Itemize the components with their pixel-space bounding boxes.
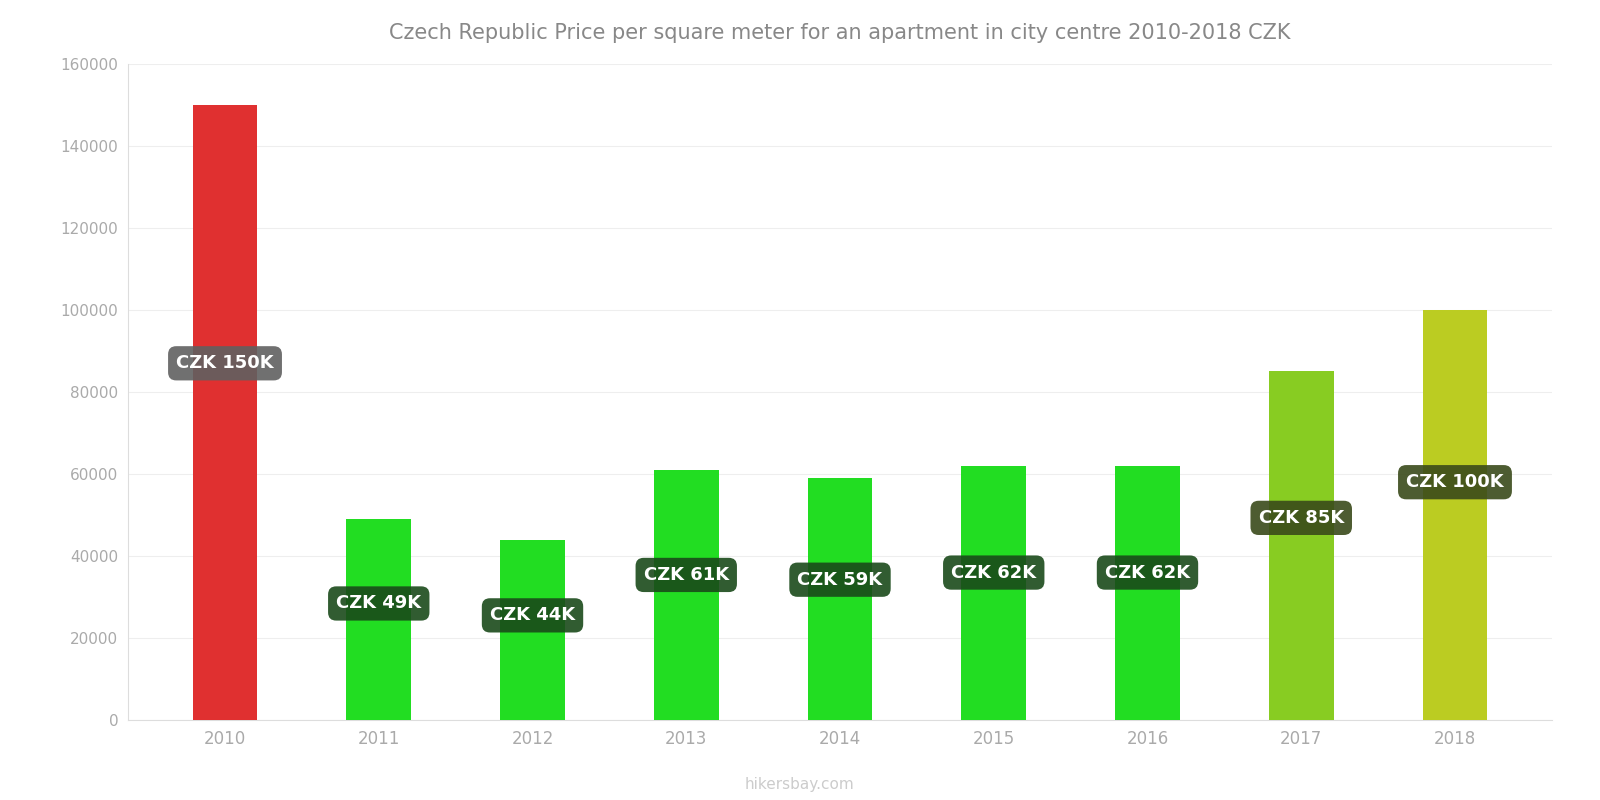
Bar	[808, 478, 872, 720]
Text: CZK 150K: CZK 150K	[176, 354, 274, 372]
Text: CZK 62K: CZK 62K	[1106, 563, 1190, 582]
Text: CZK 44K: CZK 44K	[490, 606, 574, 624]
Bar	[1115, 466, 1179, 720]
Bar	[347, 519, 411, 720]
Bar	[1422, 310, 1488, 720]
Bar	[501, 540, 565, 720]
Text: CZK 61K: CZK 61K	[643, 566, 730, 584]
Text: CZK 85K: CZK 85K	[1259, 509, 1344, 527]
Bar	[962, 466, 1026, 720]
Bar	[192, 105, 258, 720]
Title: Czech Republic Price per square meter for an apartment in city centre 2010-2018 : Czech Republic Price per square meter fo…	[389, 23, 1291, 43]
Text: CZK 49K: CZK 49K	[336, 594, 421, 613]
Text: hikersbay.com: hikersbay.com	[746, 777, 854, 792]
Bar	[1269, 371, 1333, 720]
Bar	[654, 470, 718, 720]
Text: CZK 100K: CZK 100K	[1406, 474, 1504, 491]
Text: CZK 62K: CZK 62K	[950, 563, 1037, 582]
Text: CZK 59K: CZK 59K	[797, 570, 883, 589]
